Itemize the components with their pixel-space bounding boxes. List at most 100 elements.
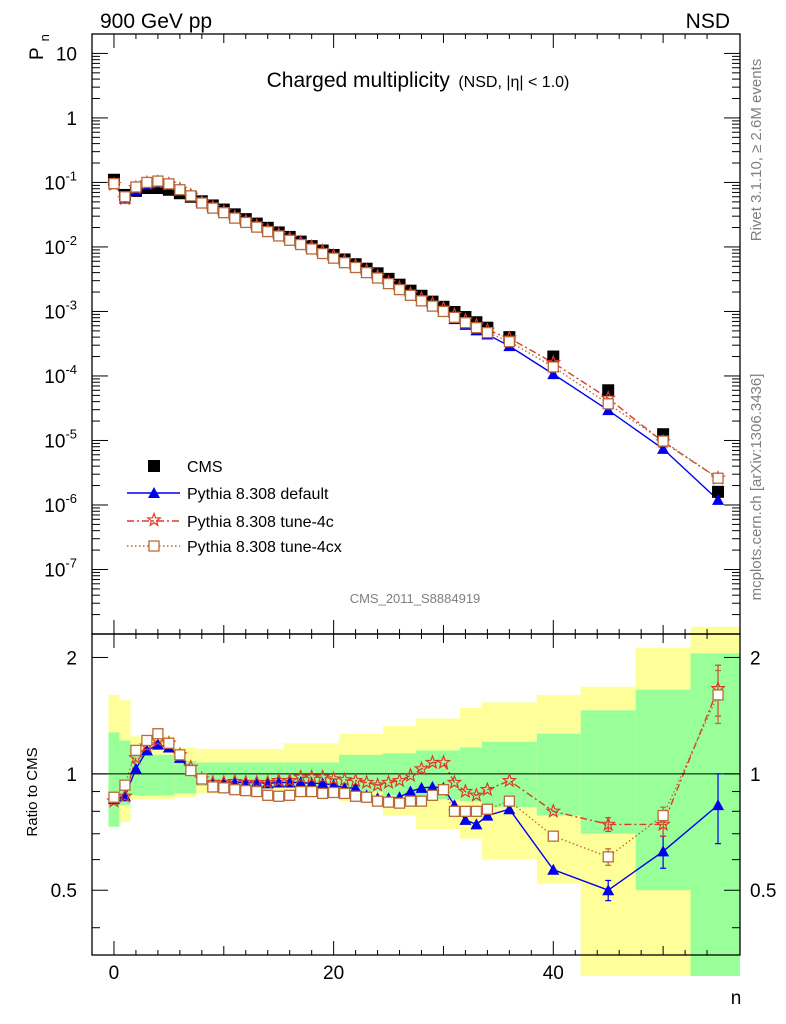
ratio-point-tune4cx-7 (185, 764, 197, 777)
band-inner-0 (108, 732, 120, 827)
top-line-tune4c (113, 181, 719, 479)
ratio-point-default-27 (404, 785, 417, 797)
x-tick-label-40: 40 (543, 963, 564, 984)
ratio-point-default-18 (305, 777, 318, 789)
top-point-tune4cx-19 (316, 247, 329, 260)
ratio-point-tune4cx-55 (712, 689, 724, 701)
top-line-tune4cx (113, 180, 719, 479)
ratio-point-default-34 (481, 809, 494, 821)
analysis-label: CMS_2011_S8884919 (350, 591, 481, 606)
top-point-default-45 (602, 404, 615, 416)
legend-label-cms: CMS (187, 459, 223, 476)
top-point-default-55 (712, 493, 725, 505)
ratio-point-tune4cx-34 (481, 803, 494, 815)
series-markers (106, 173, 726, 902)
top-point-tune4cx-11 (229, 212, 241, 224)
ratio-point-tune4cx-26 (393, 797, 406, 809)
ratio-point-tune4cx-2 (130, 744, 142, 757)
ratio-point-default-29 (426, 780, 439, 792)
ratio-point-tune4cx-31 (448, 805, 461, 817)
y-tick-label-7: 1 (66, 109, 77, 130)
top-point-tune4cx-17 (295, 238, 307, 251)
ratio-point-default-19 (316, 777, 329, 789)
ratio-point-tune4cx-11 (229, 784, 241, 796)
ratio-point-tune4cx-1 (119, 779, 131, 791)
ratio-point-tune4cx-28 (415, 795, 428, 807)
legend-entry-tune4c: Pythia 8.308 tune-4c (127, 511, 334, 531)
ratio-point-default-22 (349, 781, 362, 793)
top-point-default-40 (547, 368, 560, 380)
legend-entry-cms: CMS (148, 459, 223, 476)
top-point-tune4cx-0 (108, 177, 120, 190)
ratio-point-default-3 (140, 744, 153, 756)
y-tick-label-4: 10-3 (44, 297, 77, 323)
ratio-point-tune4cx-27 (404, 795, 417, 807)
ratio-point-tune4cx-40 (547, 830, 559, 842)
top-point-tune4cx-12 (240, 216, 252, 229)
ratio-point-tune4c-19 (314, 768, 331, 784)
ratio-point-tune4c-27 (402, 767, 419, 783)
legend: CMS Pythia 8.308 default Pythia 8.308 tu… (127, 459, 342, 556)
top-point-tune4cx-34 (481, 326, 494, 339)
ratio-point-tune4cx-17 (295, 785, 307, 798)
axis-ticks: 0 20 40 10-7 10-6 10-5 10-4 10-3 10-2 10-1 1 10 0.5 0… (44, 33, 776, 984)
y-tick-label-2: 10-5 (44, 426, 77, 452)
top-point-tune4cx-22 (349, 261, 362, 274)
ratio-point-tune4cx-32 (459, 805, 472, 817)
top-point-tune4cx-31 (448, 311, 461, 324)
ratio-point-tune4cx-29 (426, 789, 439, 801)
top-line-default (113, 182, 719, 501)
top-point-tune4cx-7 (185, 190, 197, 202)
ratio-point-default-4 (151, 738, 164, 750)
ratio-point-tune4cx-10 (218, 782, 230, 794)
ratio-ytick-label-l-0.5: 0.5 (51, 881, 77, 902)
y-tick-label-0: 10-7 (44, 555, 77, 581)
ratio-point-default-45 (602, 884, 615, 896)
y-tick-label-8: 10 (56, 44, 77, 65)
band-inner-1 (119, 740, 131, 806)
top-point-tune4cx-25 (382, 277, 395, 290)
y-tick-label-6: 10-1 (44, 168, 77, 194)
ratio-point-tune4cx-6 (174, 749, 186, 761)
ratio-point-tune4c-45 (600, 816, 617, 832)
plot-title-main: Charged multiplicity (267, 69, 451, 92)
ratio-ylabel: Ratio to CMS (24, 747, 41, 836)
legend-marker-tune4c (146, 511, 162, 527)
ratio-point-default-50 (657, 845, 670, 857)
ratio-point-tune4c-32 (457, 783, 474, 799)
ratio-point-tune4cx-21 (338, 787, 351, 800)
ratio-point-tune4c-25 (380, 774, 397, 790)
ratio-point-tune4cx-4 (152, 728, 164, 740)
legend-label-tune4cx: Pythia 8.308 tune-4cx (187, 539, 342, 556)
ratio-point-default-2 (129, 762, 142, 774)
ratio-point-tune4c-31 (446, 774, 463, 790)
ratio-point-tune4cx-33 (470, 805, 483, 817)
ratio-point-tune4cx-13 (251, 785, 263, 798)
x-tick-label-20: 20 (323, 963, 344, 984)
ratio-point-tune4cx-12 (240, 784, 252, 797)
top-point-tune4cx-4 (152, 175, 164, 187)
band-inner-14 (690, 653, 740, 977)
legend-marker-default (148, 487, 160, 498)
ratio-point-tune4c-16 (281, 772, 298, 788)
top-point-tune4cx-9 (207, 202, 219, 214)
top-point-tune4cx-3 (141, 176, 153, 189)
ratio-point-tune4cx-22 (349, 790, 362, 802)
ratio-ytick-label-r-0.5: 0.5 (750, 881, 776, 902)
ratio-point-tune4cx-14 (262, 789, 274, 801)
ratio-line-default (113, 743, 719, 891)
legend-label-default: Pythia 8.308 default (187, 486, 329, 503)
energy-label: 900 GeV pp (100, 10, 212, 33)
top-point-default-50 (657, 442, 670, 454)
top-point-tune4cx-8 (196, 197, 208, 209)
plot-title: Charged multiplicity (NSD, |η| < 1.0) (267, 69, 570, 92)
ratio-point-tune4cx-50 (657, 809, 669, 822)
ratio-point-tune4c-23 (358, 774, 375, 790)
top-point-tune4cx-6 (174, 184, 186, 196)
rivet-label: Rivet 3.1.10, ≥ 2.6M events (748, 59, 765, 242)
ratio-point-tune4c-50 (655, 816, 671, 832)
ratio-point-default-40 (547, 863, 560, 875)
top-point-tune4cx-26 (393, 283, 406, 296)
plot-title-sub: (NSD, |η| < 1.0) (458, 74, 569, 91)
top-point-tune4cx-50 (657, 435, 669, 447)
